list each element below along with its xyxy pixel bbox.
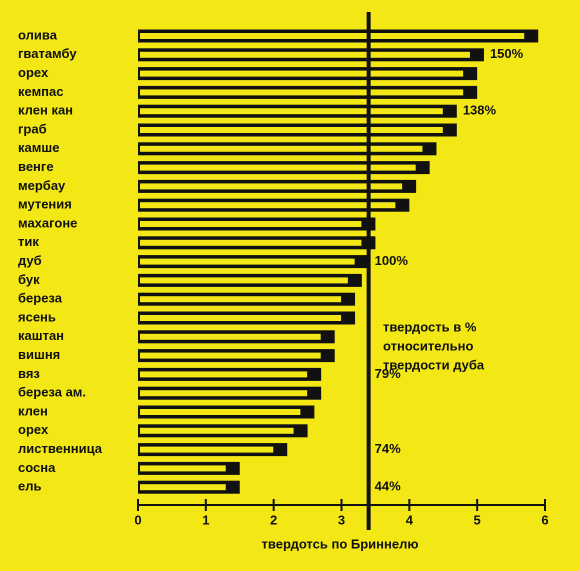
category-label: орех: [18, 65, 49, 80]
bar-highlight: [140, 221, 362, 227]
bar-highlight: [140, 427, 294, 434]
bar-highlight: [140, 108, 443, 115]
category-label: вяз: [18, 366, 40, 381]
x-tick-label: 1: [202, 512, 209, 527]
category-label: венге: [18, 159, 54, 174]
annotation: 79%: [375, 366, 401, 381]
category-label: каштан: [18, 328, 64, 343]
annotation: 74%: [375, 441, 401, 456]
category-label: бук: [18, 272, 40, 287]
bar-highlight: [140, 277, 348, 284]
category-label: клен: [18, 403, 48, 418]
category-label: махагоне: [18, 215, 77, 230]
category-label: береза: [18, 291, 63, 306]
bar-highlight: [140, 333, 321, 340]
category-label: ель: [18, 479, 41, 494]
bar-highlight: [140, 70, 464, 77]
bar-highlight: [140, 127, 443, 133]
bar-highlight: [140, 484, 226, 491]
category-label: мутения: [18, 197, 72, 212]
category-label: сосна: [18, 460, 56, 475]
annotation: 100%: [375, 253, 409, 268]
category-label: лиственница: [18, 441, 103, 456]
bar-highlight: [140, 33, 525, 39]
bar-highlight: [140, 315, 342, 321]
category-label: дуб: [18, 253, 42, 268]
category-label: гватамбу: [18, 46, 77, 61]
category-label: мербау: [18, 178, 66, 193]
x-tick-label: 6: [541, 512, 548, 527]
bar-highlight: [140, 258, 355, 265]
x-tick-label: 0: [134, 512, 141, 527]
category-label: кемпас: [18, 84, 64, 99]
bar-highlight: [140, 296, 342, 303]
bar-highlight: [140, 409, 301, 415]
x-tick-label: 4: [406, 512, 414, 527]
bar-highlight: [140, 183, 403, 190]
bar-highlight: [140, 371, 308, 378]
annotation: 138%: [463, 103, 497, 118]
category-label: ясень: [18, 309, 56, 324]
x-tick-label: 2: [270, 512, 277, 527]
bar-highlight: [140, 51, 470, 58]
note: относительно: [383, 338, 474, 353]
annotation: 150%: [490, 46, 524, 61]
annotation: 44%: [375, 479, 401, 494]
category-label: клен кан: [18, 103, 73, 118]
bar-highlight: [140, 164, 416, 171]
category-label: тик: [18, 234, 39, 249]
bar-highlight: [140, 89, 464, 96]
category-label: орех: [18, 422, 49, 437]
category-label: граб: [18, 121, 47, 136]
note: твердости дуба: [383, 357, 485, 372]
category-label: олива: [18, 27, 58, 42]
category-label: вишня: [18, 347, 60, 362]
note: твердость в %: [383, 319, 477, 334]
x-axis-label: твердотсь по Бриннелю: [262, 536, 419, 551]
bar-highlight: [140, 446, 274, 453]
category-label: береза ам.: [18, 385, 86, 400]
bar-highlight: [140, 202, 396, 209]
bar-highlight: [140, 352, 321, 359]
x-tick-label: 5: [474, 512, 481, 527]
bar-highlight: [140, 239, 362, 246]
bar-highlight: [140, 390, 308, 397]
x-tick-label: 3: [338, 512, 345, 527]
bar-highlight: [140, 465, 226, 472]
bar-highlight: [140, 145, 423, 152]
category-label: камше: [18, 140, 59, 155]
